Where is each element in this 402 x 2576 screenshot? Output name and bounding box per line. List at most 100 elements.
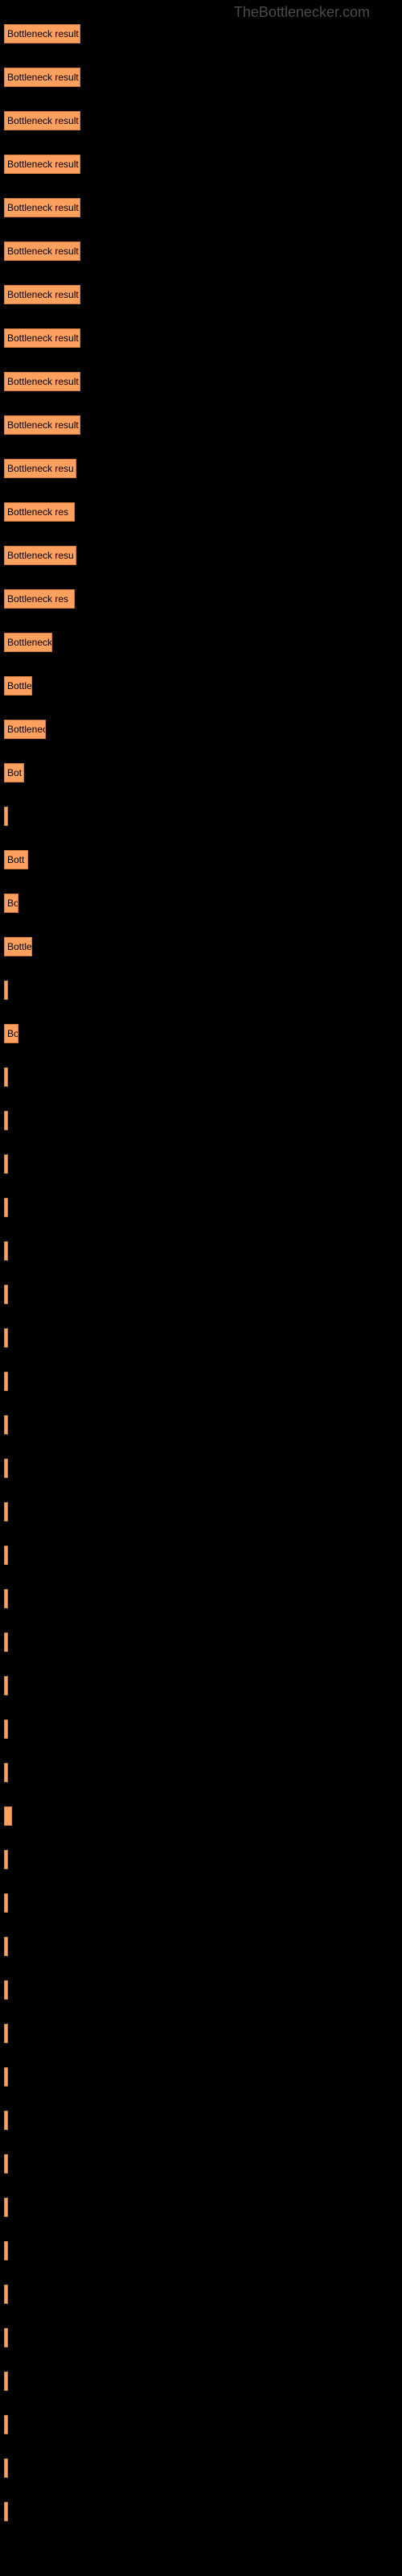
- bar-row: [4, 1546, 402, 1565]
- bar-row: Bottleneck: [4, 633, 402, 652]
- chart-bar: Bo: [4, 894, 18, 913]
- bar-row: [4, 1589, 402, 1608]
- bar-row: [4, 2285, 402, 2304]
- chart-bar: [4, 1241, 8, 1261]
- bar-row: [4, 1502, 402, 1521]
- bar-row: [4, 1372, 402, 1391]
- chart-bar: Bottleneck result: [4, 285, 80, 304]
- bar-row: [4, 1154, 402, 1174]
- bar-row: Bottleneck resu: [4, 459, 402, 478]
- bar-label: Bot: [7, 767, 22, 778]
- bar-row: Bottleneck resu: [4, 546, 402, 565]
- chart-bar: [4, 2111, 8, 2130]
- chart-bar: Bottleneck result: [4, 24, 80, 43]
- watermark-text: TheBottlenecker.com: [234, 4, 370, 21]
- bar-row: Bottleneck result: [4, 155, 402, 174]
- bar-row: Bottleneck result: [4, 328, 402, 348]
- chart-bar: [4, 1719, 8, 1739]
- bar-label: Bottleneck result: [7, 115, 79, 126]
- chart-bar: [4, 1111, 8, 1130]
- bar-row: Bott: [4, 850, 402, 869]
- bar-row: [4, 2502, 402, 2521]
- bar-label: Bottlenec: [7, 724, 46, 735]
- bar-label: Bo: [7, 898, 18, 909]
- bar-label: Bottleneck result: [7, 159, 79, 170]
- bar-label: Bottleneck result: [7, 376, 79, 387]
- bar-row: [4, 2067, 402, 2087]
- bar-row: Bottleneck result: [4, 198, 402, 217]
- bar-label: Bott: [7, 854, 24, 865]
- bar-row: Bottleneck result: [4, 415, 402, 435]
- chart-bar: Bottleneck resu: [4, 546, 76, 565]
- bar-row: [4, 1937, 402, 1956]
- chart-bar: [4, 2154, 8, 2174]
- chart-bar: Bott: [4, 850, 28, 869]
- bar-row: [4, 2154, 402, 2174]
- chart-bar: [4, 1633, 8, 1652]
- bar-row: Bottleneck result: [4, 372, 402, 391]
- bar-label: Bottle: [7, 680, 32, 691]
- bar-row: Bottlenec: [4, 720, 402, 739]
- bar-row: [4, 1111, 402, 1130]
- chart-bar: [4, 2328, 8, 2347]
- chart-bar: Bottleneck result: [4, 68, 80, 87]
- chart-bar: [4, 1589, 8, 1608]
- bar-row: Bot: [4, 763, 402, 782]
- chart-bar: [4, 980, 8, 1000]
- bar-row: Bo: [4, 1024, 402, 1043]
- bar-row: [4, 1633, 402, 1652]
- chart-bar: Bottleneck result: [4, 415, 80, 435]
- bar-row: [4, 2458, 402, 2478]
- bar-row: [4, 1241, 402, 1261]
- chart-bar: Bottleneck res: [4, 589, 75, 609]
- chart-bar: [4, 1502, 8, 1521]
- chart-bar: Bottleneck: [4, 633, 52, 652]
- bar-row: [4, 2024, 402, 2043]
- bar-row: [4, 1850, 402, 1869]
- bar-row: [4, 2415, 402, 2434]
- chart-bar: [4, 1937, 8, 1956]
- bar-label: Bottleneck result: [7, 28, 79, 39]
- bar-row: [4, 1328, 402, 1348]
- chart-bar: [4, 2241, 8, 2260]
- chart-bar: Bottleneck result: [4, 198, 80, 217]
- chart-bar: Bottleneck result: [4, 155, 80, 174]
- chart-bar: Bottleneck result: [4, 372, 80, 391]
- bar-label: Bottleneck result: [7, 419, 79, 431]
- chart-bar: Bottleneck result: [4, 111, 80, 130]
- bar-row: [4, 2198, 402, 2217]
- chart-bar: [4, 2502, 8, 2521]
- bar-row: [4, 980, 402, 1000]
- bar-label: Bottleneck resu: [7, 463, 74, 474]
- chart-bar: [4, 1763, 8, 1782]
- chart-container: Bottleneck result Bottleneck result Bottle…: [0, 0, 402, 2521]
- chart-bar: [4, 2372, 8, 2391]
- chart-bar: [4, 2067, 8, 2087]
- chart-bar: Bot: [4, 763, 24, 782]
- bar-label: Bottleneck: [7, 637, 52, 648]
- chart-bar: [4, 1850, 8, 1869]
- bar-row: Bottleneck result: [4, 285, 402, 304]
- bar-row: [4, 1893, 402, 1913]
- chart-bar: [4, 1980, 8, 2000]
- bar-label: Bottleneck result: [7, 289, 79, 300]
- bar-row: [4, 1067, 402, 1087]
- bar-row: [4, 1285, 402, 1304]
- bar-row: Bottleneck result: [4, 242, 402, 261]
- bar-label: Bottleneck res: [7, 593, 68, 605]
- bar-row: Bottleneck res: [4, 502, 402, 522]
- chart-bar: [4, 2285, 8, 2304]
- chart-bar: [4, 2458, 8, 2478]
- chart-bar: [4, 1067, 8, 1087]
- bar-label: Bottleneck result: [7, 246, 79, 257]
- chart-bar: [4, 1328, 8, 1348]
- chart-bar: [4, 1154, 8, 1174]
- chart-bar: [4, 1676, 8, 1695]
- bar-row: [4, 807, 402, 826]
- bar-row: [4, 1719, 402, 1739]
- bar-label: Bottle: [7, 941, 32, 952]
- bar-row: [4, 1806, 402, 1826]
- bar-row: Bottleneck result: [4, 68, 402, 87]
- chart-bar: Bottleneck result: [4, 242, 80, 261]
- bar-row: [4, 1415, 402, 1435]
